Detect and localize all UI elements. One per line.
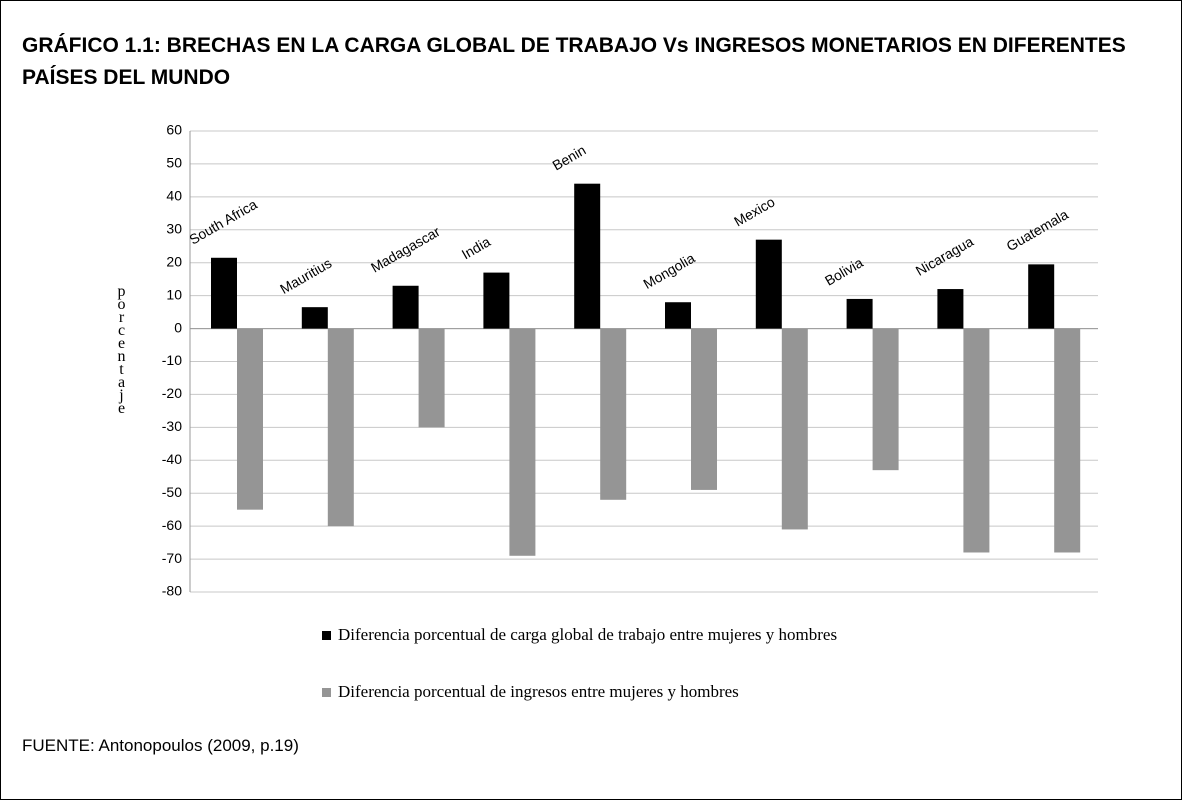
bar <box>665 302 691 329</box>
bar <box>600 328 627 500</box>
y-tick-label: 20 <box>166 253 182 269</box>
y-tick-label: 0 <box>174 319 182 335</box>
legend-swatch <box>322 688 331 697</box>
legend-label: Diferencia porcentual de ingresos entre … <box>338 682 739 701</box>
y-tick-label: 50 <box>166 155 182 171</box>
bar <box>392 285 419 329</box>
bar <box>846 298 873 329</box>
y-tick-label: -70 <box>162 550 182 566</box>
bar <box>301 307 328 329</box>
bar <box>327 328 354 527</box>
x-tick-label: Benin <box>550 142 589 174</box>
chart-title: GRÁFICO 1.1: BRECHAS EN LA CARGA GLOBAL … <box>22 34 1126 89</box>
bar <box>872 328 899 471</box>
x-tick-label: India <box>459 233 493 262</box>
source: FUENTE: Antonopoulos (2009, p.19) <box>22 736 299 755</box>
bar <box>1028 264 1055 329</box>
x-tick-label: Bolivia <box>822 254 866 289</box>
y-tick-label: -30 <box>162 418 182 434</box>
y-tick-label: 60 <box>166 122 182 138</box>
bar <box>509 328 536 556</box>
bar <box>781 328 808 530</box>
bar <box>1054 328 1081 553</box>
y-axis-label: porcentaje <box>113 283 130 413</box>
y-tick-label: -80 <box>162 583 182 599</box>
y-tick-label: -20 <box>162 385 182 401</box>
y-tick-label: -40 <box>162 451 182 467</box>
bar <box>418 328 445 428</box>
legend-label: Diferencia porcentual de carga global de… <box>338 625 837 644</box>
x-tick-label: Mauritius <box>277 255 334 297</box>
bar <box>755 239 782 329</box>
bar <box>211 257 237 329</box>
bar <box>237 328 263 510</box>
y-tick-label: 30 <box>166 220 182 236</box>
bar <box>963 328 990 553</box>
x-tick-label: South Africa <box>186 196 260 248</box>
y-tick-label: -60 <box>162 517 182 533</box>
bar <box>937 289 964 329</box>
bar <box>691 328 717 490</box>
legend-swatch <box>322 631 331 640</box>
x-tick-label: Madagascar <box>368 223 443 276</box>
y-tick-label: 10 <box>166 286 182 302</box>
y-tick-label: -50 <box>162 484 182 500</box>
x-tick-label: Mexico <box>731 193 778 229</box>
bar <box>574 183 601 329</box>
y-tick-label: -10 <box>162 352 182 368</box>
x-tick-label: Nicaragua <box>913 233 976 279</box>
bar <box>483 272 510 329</box>
x-tick-label: Mongolia <box>640 250 697 292</box>
y-tick-label: 40 <box>166 188 182 204</box>
